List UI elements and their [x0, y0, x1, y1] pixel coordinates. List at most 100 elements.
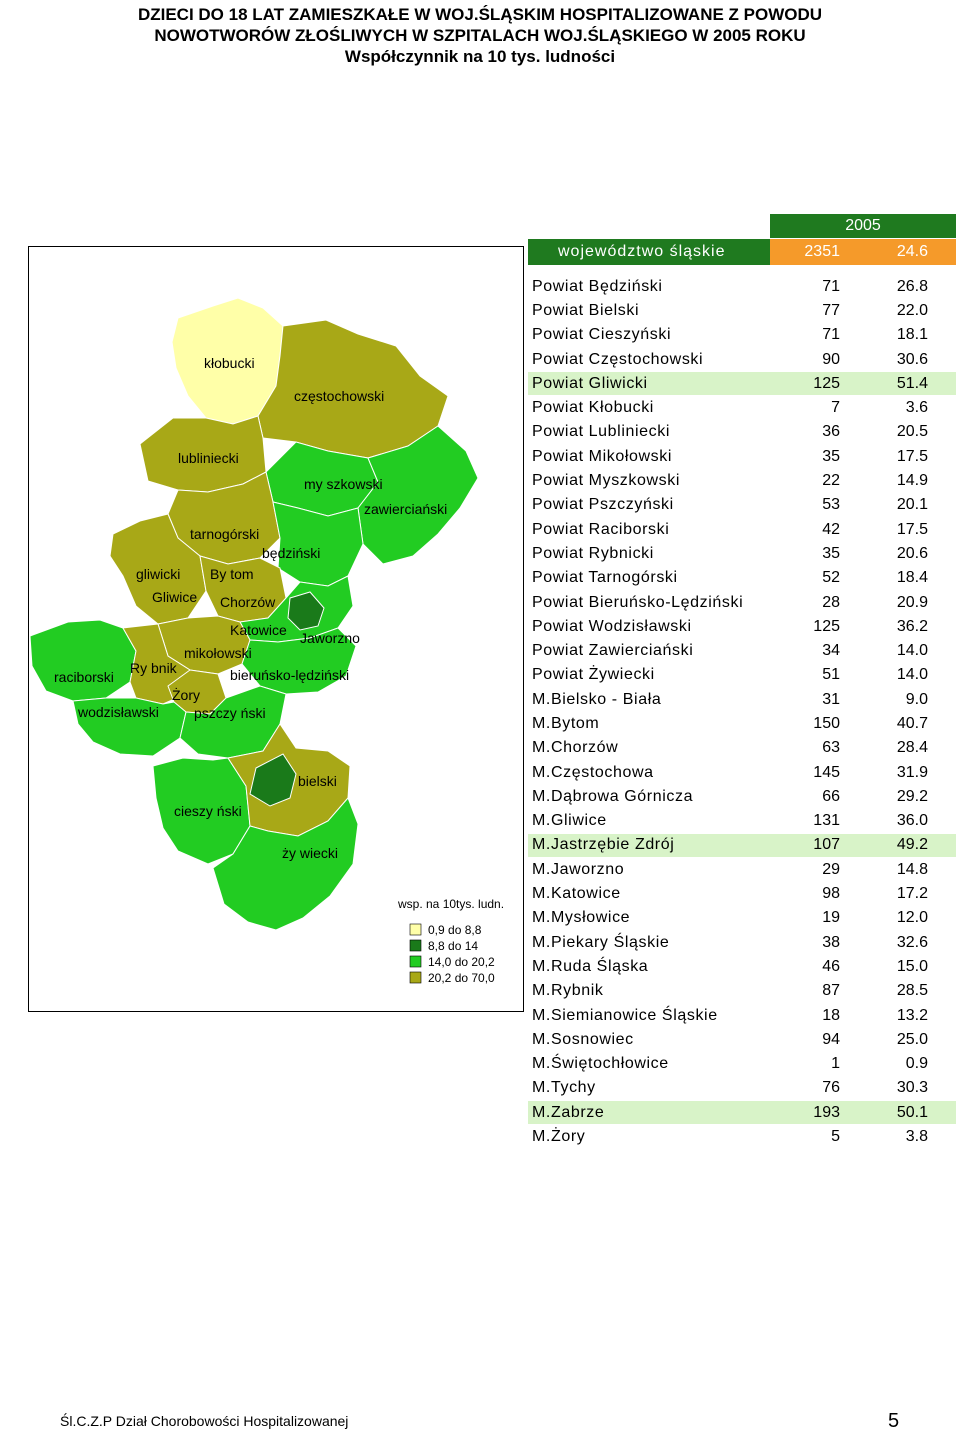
row-name: M.Siemianowice Śląskie: [528, 1003, 770, 1029]
table-row: Powiat Lubliniecki 36 20.5: [528, 420, 956, 446]
table-spacer: [528, 265, 956, 275]
footer-source: Śl.C.Z.P Dział Chorobowości Hospitalizow…: [60, 1413, 349, 1429]
row-rate: 17.5: [868, 444, 956, 470]
label-bedzinski: będziński: [262, 545, 320, 561]
row-rate: 36.0: [868, 809, 956, 834]
row-name: M.Tychy: [528, 1076, 770, 1102]
table-row: Powiat Rybnicki 35 20.6: [528, 541, 956, 567]
row-count: 107: [770, 833, 868, 859]
row-count: 46: [770, 954, 868, 980]
row-name: Powiat Gliwicki: [528, 371, 770, 397]
row-name: Powiat Kłobucki: [528, 395, 770, 421]
row-name: Powiat Raciborski: [528, 517, 770, 543]
region-bielsko-biala[interactable]: [249, 753, 297, 807]
row-name: Powiat Mikołowski: [528, 444, 770, 470]
row-rate: 14.0: [868, 663, 956, 689]
row-count: 87: [770, 979, 868, 1004]
row-rate: 20.5: [868, 420, 956, 446]
row-rate: 26.8: [868, 274, 956, 300]
table-row: M.Chorzów 63 28.4: [528, 736, 956, 761]
table-row: Powiat Zawierciański 34 14.0: [528, 638, 956, 664]
label-jaworzno: Jaworzno: [300, 630, 360, 646]
label-gliwice: Gliwice: [152, 589, 197, 605]
row-rate: 20.1: [868, 493, 956, 518]
row-name: M.Częstochowa: [528, 760, 770, 786]
label-czestochowski: częstochowski: [294, 388, 384, 404]
table-row: Powiat Tarnogórski 52 18.4: [528, 566, 956, 591]
row-name: Powiat Cieszyński: [528, 323, 770, 348]
row-count: 71: [770, 323, 868, 348]
legend-swatch: [409, 939, 422, 952]
label-mikolowski: mikołowski: [184, 645, 252, 661]
row-count: 125: [770, 371, 868, 397]
row-count: 90: [770, 347, 868, 373]
row-name: Powiat Wodzisławski: [528, 614, 770, 640]
region-raciborski[interactable]: [29, 619, 137, 702]
row-rate: 25.0: [868, 1027, 956, 1053]
table-row: M.Dąbrowa Górnicza 66 29.2: [528, 784, 956, 810]
region-bedzinski[interactable]: [272, 501, 364, 587]
row-rate: 20.6: [868, 541, 956, 567]
row-count: 38: [770, 930, 868, 956]
table-row: M.Zabrze 193 50.1: [528, 1100, 956, 1126]
row-rate: 3.8: [868, 1124, 956, 1150]
title-line-3: Współczynnik na 10 tys. ludności: [344, 47, 616, 66]
row-rate: 18.4: [868, 566, 956, 591]
row-count: 31: [770, 687, 868, 713]
label-katowice: Katowice: [230, 622, 287, 638]
table-row: Powiat Kłobucki 7 3.6: [528, 395, 956, 421]
row-rate: 0.9: [868, 1052, 956, 1077]
table-row: M.Katowice 98 17.2: [528, 881, 956, 907]
table-row: M.Świętochłowice 1 0.9: [528, 1052, 956, 1077]
label-chorzow: Chorzów: [220, 594, 276, 610]
row-rate: 18.1: [868, 323, 956, 348]
row-rate: 49.2: [868, 833, 956, 859]
row-count: 77: [770, 298, 868, 324]
row-count: 66: [770, 784, 868, 810]
row-rate: 32.6: [868, 930, 956, 956]
row-count: 35: [770, 444, 868, 470]
table-row: Powiat Pszczyński 53 20.1: [528, 493, 956, 518]
table-row: Powiat Wodzisławski 125 36.2: [528, 614, 956, 640]
table-row: M.Piekary Śląskie 38 32.6: [528, 930, 956, 956]
page-title: DZIECI DO 18 LAT ZAMIESZKAŁE W WOJ.ŚLĄSK…: [0, 4, 960, 67]
label-lubliniecki: lubliniecki: [178, 450, 239, 466]
row-count: 52: [770, 566, 868, 591]
region-jaworzno[interactable]: [287, 591, 325, 631]
year-header-row: 2005: [528, 214, 956, 239]
row-name: Powiat Bieruńsko-Lędziński: [528, 590, 770, 616]
table-row: M.Bielsko - Biała 31 9.0: [528, 687, 956, 713]
page-number: 5: [888, 1410, 900, 1432]
row-count: 29: [770, 857, 868, 883]
title-line-2: NOWOTWORÓW ZŁOŚLIWYCH W SZPITALACH WOJ.Ś…: [154, 26, 806, 45]
row-name: Powiat Będziński: [528, 274, 770, 300]
row-name: M.Chorzów: [528, 736, 770, 761]
row-name: Powiat Żywiecki: [528, 663, 770, 689]
row-rate: 28.5: [868, 979, 956, 1004]
row-count: 71: [770, 274, 868, 300]
row-name: Powiat Myszkowski: [528, 468, 770, 494]
data-table: 2005 województwo śląskie 2351 24.6 Powia…: [528, 214, 956, 1150]
row-name: M.Dąbrowa Górnicza: [528, 784, 770, 810]
region-lubliniecki[interactable]: [139, 415, 267, 493]
voivodeship-count: 2351: [770, 238, 868, 266]
region-gliwicki[interactable]: [109, 513, 207, 625]
row-rate: 14.9: [868, 468, 956, 494]
voivodeship-row: województwo śląskie 2351 24.6: [528, 238, 956, 266]
row-count: 131: [770, 809, 868, 834]
region-zywiecki[interactable]: [212, 797, 359, 931]
row-name: M.Jastrzębie Zdrój: [528, 833, 770, 859]
label-myszkowski: my szkowski: [304, 476, 383, 492]
table-row: Powiat Żywiecki 51 14.0: [528, 663, 956, 689]
table-row: M.Rybnik 87 28.5: [528, 979, 956, 1004]
row-rate: 29.2: [868, 784, 956, 810]
row-name: Powiat Rybnicki: [528, 541, 770, 567]
row-name: M.Żory: [528, 1124, 770, 1150]
legend-label: 20,2 do 70,0: [428, 971, 495, 985]
label-zywiecki: ży wiecki: [282, 845, 338, 861]
row-name: Powiat Częstochowski: [528, 347, 770, 373]
label-gliwicki: gliwicki: [136, 566, 180, 582]
title-line-1: DZIECI DO 18 LAT ZAMIESZKAŁE W WOJ.ŚLĄSK…: [137, 5, 823, 24]
label-zawiercianski: zawierciański: [364, 501, 447, 517]
row-rate: 36.2: [868, 614, 956, 640]
